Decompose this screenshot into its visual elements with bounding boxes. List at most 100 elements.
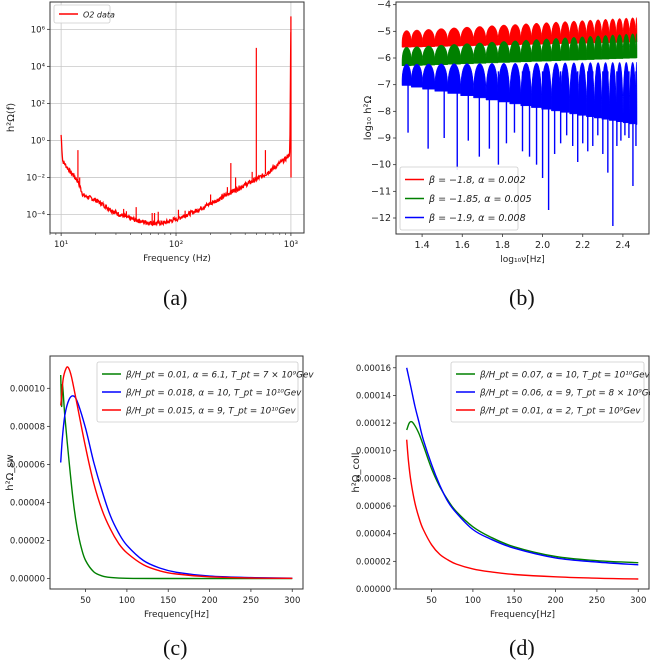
- y-tick-label: 10²: [31, 99, 45, 109]
- plot-frame-b: [395, 1, 650, 235]
- legend-box: [96, 361, 299, 423]
- y-tick-label: −5: [377, 26, 391, 37]
- y-tick-label: −12: [371, 213, 391, 224]
- lobe: [411, 29, 423, 48]
- y-tick-label: 0.00012: [356, 419, 391, 429]
- lobe: [509, 63, 522, 105]
- legend-entry-label: O2 data: [83, 11, 115, 20]
- x-tick-label: 50: [426, 596, 437, 606]
- x-tick-label: 10¹: [54, 240, 68, 250]
- y-tick-label: 0.00010: [10, 384, 45, 394]
- lobe: [401, 30, 412, 48]
- lobe: [594, 35, 603, 60]
- y-tick-label: 0.00008: [356, 474, 391, 484]
- caption-b: (b): [509, 285, 535, 310]
- lobe: [485, 63, 499, 101]
- plot-frame-a: [49, 1, 305, 234]
- lobe: [608, 34, 617, 60]
- series-b-2: [401, 62, 638, 226]
- legend-box: [450, 361, 645, 423]
- lobe: [560, 37, 570, 61]
- lobe: [460, 63, 474, 96]
- x-tick-label: 1.6: [455, 240, 470, 251]
- plot-frame-d: [395, 355, 650, 590]
- y-tick-label: 0.00014: [356, 391, 391, 401]
- lobe: [422, 45, 436, 66]
- lobe: [460, 26, 474, 47]
- y-axis-label: log₁₀ h²Ω: [363, 95, 374, 140]
- legend-a: O2 data: [53, 4, 115, 24]
- lobe: [422, 29, 436, 47]
- series-c-0: [60, 374, 293, 580]
- series-o2-data: [60, 16, 292, 227]
- x-tick-label: 50: [80, 596, 91, 606]
- x-axis-label: log₁₀ν[Hz]: [500, 255, 544, 265]
- x-tick-label: 10²: [169, 240, 183, 250]
- series-d-2: [406, 439, 639, 580]
- lobe: [586, 36, 595, 60]
- lobe: [473, 42, 487, 64]
- legend-entry-label: β/H_pt = 0.07, α = 10, T_pt = 10¹⁰Gev: [479, 371, 650, 381]
- legend-b: β = −1.8, α = 0.002 β = −1.85, α = 0.005 β…: [399, 166, 532, 231]
- lobe: [411, 46, 423, 66]
- chart-a: 10¹ 10² 10³ 10⁶ 10⁴ 10² 10⁰ 10⁻² 10⁻⁴ Frequency (…: [6, 1, 305, 264]
- legend-entry-label: β/H_pt = 0.018, α = 10, T_pt = 10¹⁰Gev: [125, 389, 302, 399]
- y-tick-label: 0.00006: [10, 460, 45, 470]
- legend-entry-label: β = −1.9, α = 0.008: [428, 213, 526, 224]
- x-tick-label: 100: [119, 596, 135, 606]
- legend-c: β/H_pt = 0.01, α = 6.1, T_pt = 7 × 10⁹Ge…: [96, 361, 314, 423]
- x-tick-label: 250: [589, 596, 605, 606]
- chart-c: 50 100 150 200 250 300 0.00000 0.00002 0.00004 0.…: [5, 355, 314, 620]
- chart-b: 1.4 1.6 1.8 2.0 2.2 2.4 −4 −5 −6 −7 −8 −9 −10 −11 −12 l…: [363, 0, 650, 265]
- y-tick-label: 10⁶: [31, 25, 46, 35]
- lobe: [577, 36, 587, 61]
- legend-entry-label: β/H_pt = 0.06, α = 9, T_pt = 8 × 10⁹Gev: [479, 389, 650, 399]
- lobe: [635, 33, 638, 59]
- y-tick-label: 0.00004: [10, 498, 45, 508]
- y-tick-label: −6: [377, 53, 391, 64]
- legend-entry-label: β = −1.85, α = 0.005: [428, 194, 532, 205]
- y-tick-label: −9: [377, 133, 391, 144]
- y-tick-label: 0.00016: [356, 364, 391, 374]
- x-tick-label: 10³: [284, 240, 298, 250]
- x-tick-label: 150: [506, 596, 522, 606]
- y-tick-label: 0.00004: [356, 530, 391, 540]
- y-tick-label: 0.00008: [10, 422, 45, 432]
- caption-d: (d): [509, 635, 535, 660]
- series-d-1: [406, 367, 639, 566]
- y-tick-label: 10⁰: [31, 136, 46, 146]
- x-tick-label: 100: [465, 596, 481, 606]
- series-c-2: [60, 366, 293, 579]
- legend-box: [399, 166, 519, 231]
- lobe: [447, 27, 461, 47]
- series-c-1: [60, 395, 293, 579]
- y-tick-label: 10⁴: [31, 62, 46, 72]
- x-tick-label: 200: [547, 596, 563, 606]
- x-tick-label: 200: [201, 596, 217, 606]
- y-axis-label: h²Ω_coll: [351, 452, 362, 492]
- x-tick-label: 1.4: [415, 240, 430, 251]
- lobe: [434, 44, 448, 65]
- lobe: [401, 63, 412, 86]
- lobe: [434, 63, 448, 92]
- lobe: [622, 33, 630, 59]
- lobe: [497, 63, 510, 103]
- y-tick-label: −7: [377, 80, 391, 91]
- x-tick-label: 2.0: [535, 240, 550, 251]
- lobe: [551, 62, 561, 112]
- y-tick-label: 0.00000: [356, 585, 391, 595]
- lobe: [601, 35, 610, 60]
- lobe: [569, 37, 579, 61]
- legend-entry-label: β = −1.8, α = 0.002: [428, 175, 526, 186]
- lobe: [460, 43, 474, 65]
- y-tick-label: −10: [371, 160, 391, 171]
- plot-frame-c: [49, 355, 304, 590]
- caption-a: (a): [163, 285, 188, 310]
- legend-box: [53, 4, 111, 24]
- y-tick-label: −4: [377, 0, 391, 11]
- chart-d: 50 100 150 200 250 300 0.00000 0.00002 0.00004 0.…: [351, 355, 650, 620]
- legend-d: β/H_pt = 0.07, α = 10, T_pt = 10¹⁰Gev β/H…: [450, 361, 650, 423]
- x-tick-label: 2.2: [575, 240, 590, 251]
- y-tick-label: 0.00010: [356, 447, 391, 457]
- y-tick-label: 0.00002: [10, 536, 45, 546]
